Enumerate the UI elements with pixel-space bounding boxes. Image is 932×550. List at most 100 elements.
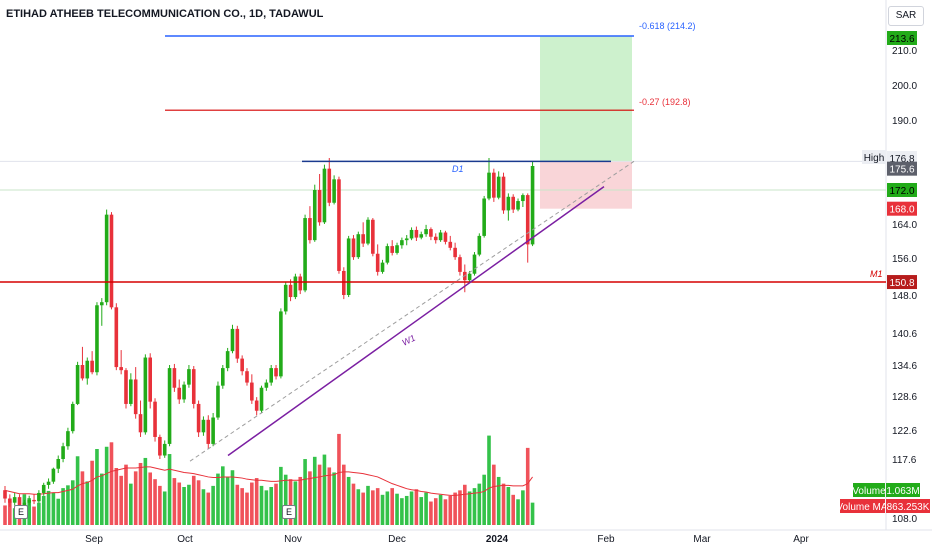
volume-bar [90,460,94,525]
volume-bar [66,485,70,525]
volume-bar [516,499,520,525]
candle-body [361,234,365,244]
time-axis[interactable]: Sep Oct Nov Dec 2024 Feb Mar Apr [85,534,809,545]
volume-ma-line [4,466,533,496]
m1-price-tag-bg [887,275,917,290]
volume-bar [356,489,361,525]
volume-bar [129,483,133,525]
volume-bar [259,485,264,525]
candle-body [414,229,419,238]
candle-body [143,357,148,433]
volume-bar [269,487,273,525]
time-label-nov: Nov [284,534,302,545]
volume-bar [492,464,496,525]
candle-body [245,371,249,383]
candle-body [240,358,244,372]
volume-ma-tag-bg [840,499,885,513]
candle-body [288,284,293,298]
volume-bar [351,483,356,525]
candle-body [467,273,472,281]
price-tick-label: 210.0 [892,46,917,57]
volume-bar [511,494,515,525]
volume-bar [119,475,123,525]
volume-bar [288,479,293,525]
candle-body [525,195,530,245]
candle-body [351,238,356,258]
time-label-oct: Oct [177,534,193,545]
volume-bar [525,447,530,525]
fib-27-label: -0.27 (192.8) [639,97,691,107]
time-label-dec: Dec [388,534,406,545]
candle-body [230,328,235,352]
volume-bar [221,466,225,525]
volume-bar [56,498,61,525]
volume-bar [148,472,152,525]
volume-bar [32,506,36,525]
earnings-event-marker[interactable]: E [282,505,296,519]
candle-body [182,384,186,400]
volume-bar [342,464,346,525]
volume-bar [191,475,196,525]
candle-body [27,499,31,503]
volume-bar [100,473,104,525]
candle-body [114,307,119,368]
volume-bar [250,482,254,525]
candle-body [196,403,201,433]
volume-bar [433,498,438,525]
candle-body [492,172,496,198]
volume-bar [41,495,46,525]
volume-bar [143,457,148,525]
candle-body [283,284,288,312]
candle-body [521,195,525,202]
d1-label: D1 [452,164,464,174]
volume-bar [240,488,244,525]
volume-bar [182,487,186,525]
candle-body [41,484,46,493]
volume-bar [172,478,177,525]
volume-bar [114,468,119,525]
high-label-bg [862,150,886,164]
candle-body [496,176,501,198]
volume-bar [496,476,501,525]
candle-body [129,379,133,404]
volume-bar [346,476,351,525]
candle-body [332,179,336,203]
volume-bar [467,491,472,525]
candle-body [443,232,448,242]
earnings-event-marker[interactable]: E [14,505,28,519]
candle-body [22,502,27,506]
currency-button[interactable]: SAR [888,6,924,26]
volume-bar [235,484,240,525]
volume-bar [312,456,317,525]
volume-bar [458,490,462,525]
volume-bar [530,502,535,525]
price-tick-label: 108.0 [892,514,917,525]
price-tick-label: 190.0 [892,116,917,127]
candle-body [80,365,85,379]
target-price-tag-bg [887,31,917,45]
volume-bar [395,493,399,525]
candle-body [250,382,254,401]
volume-bar [298,476,303,525]
candle-body [75,365,80,404]
time-label-feb: Feb [597,534,615,545]
candle-body [390,246,394,253]
volume-bar [61,488,65,525]
candle-body [56,459,61,469]
volume-bar [404,495,409,525]
candle-body [487,172,491,199]
candle-body [138,414,143,433]
volume-bar [8,501,12,525]
high-price-tag-bg [887,151,917,165]
candle-body [32,499,36,502]
candle-body [303,218,307,291]
candle-body [424,229,428,235]
candle-body [501,176,506,211]
candle-body [409,229,414,239]
volume-bar [37,502,41,525]
volume-bar [380,494,385,525]
volume-bar [361,492,365,525]
target-zone [540,36,632,209]
